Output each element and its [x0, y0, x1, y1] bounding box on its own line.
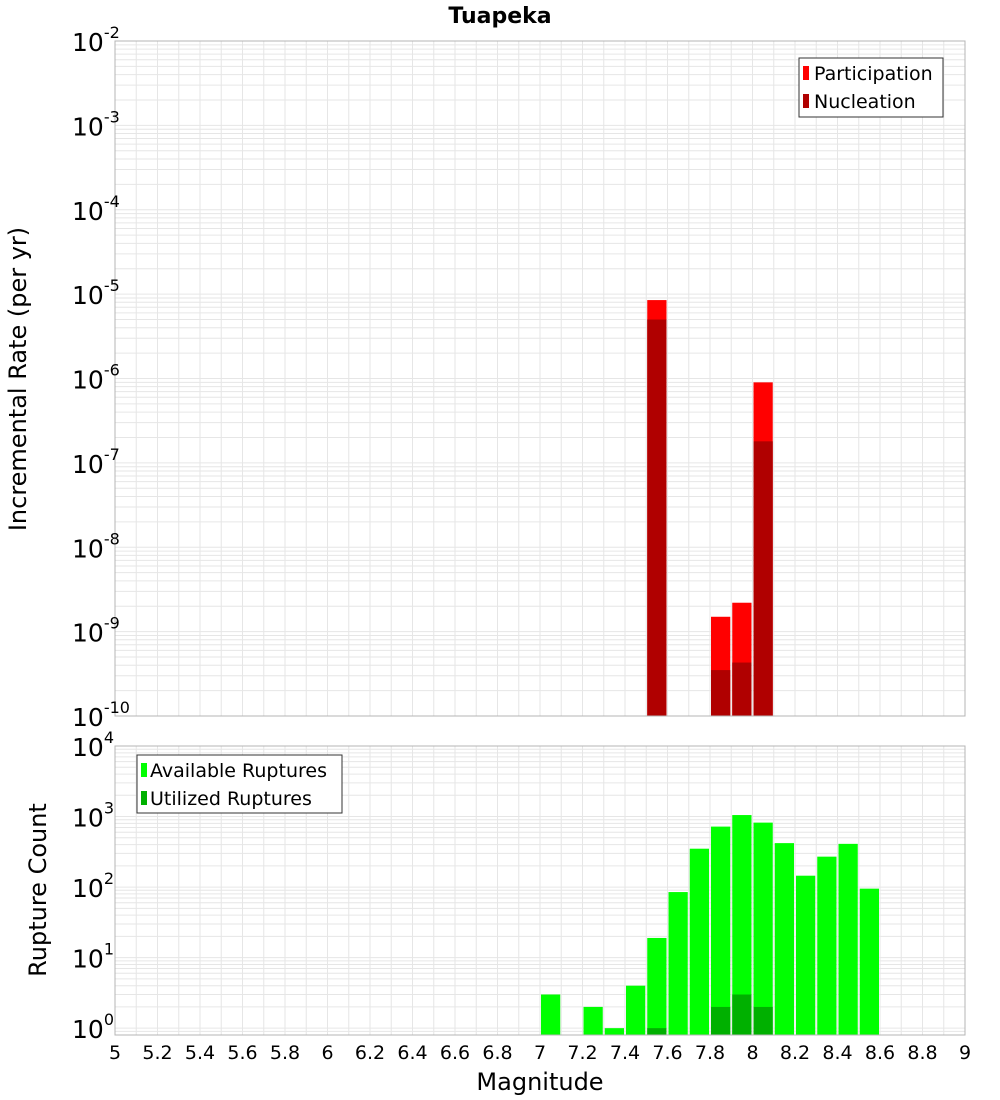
x-tick-label: 7	[534, 1042, 546, 1064]
count-bars	[541, 815, 879, 1035]
rate-y-tick-label: 10-3	[72, 107, 120, 141]
count-bar-0	[604, 1028, 624, 1035]
x-tick-label: 8.2	[780, 1042, 810, 1064]
x-tick-label: 5.6	[227, 1042, 257, 1064]
rate-y-tick-label: 10-7	[72, 445, 120, 479]
nucleation-legend-swatch	[803, 94, 809, 108]
count-bar-0	[541, 994, 561, 1035]
count-legend-box	[136, 754, 343, 814]
participation-legend-swatch	[803, 66, 809, 80]
count-bar-0	[753, 822, 773, 1035]
rate-bar-1	[753, 441, 773, 716]
utilized-legend-swatch	[141, 791, 147, 805]
count-bar-0	[647, 937, 667, 1035]
x-tick-label: 7.6	[652, 1042, 682, 1064]
rate-y-axis-label: Incremental Rate (per yr)	[4, 227, 32, 531]
count-legend: Available Ruptures Utilized Ruptures	[136, 754, 343, 814]
rate-y-tick-label: 10-4	[72, 192, 120, 226]
rate-grid	[114, 41, 966, 717]
x-tick-label: 7.8	[695, 1042, 725, 1064]
x-tick-label: 7.4	[610, 1042, 640, 1064]
count-y-ticks: 104 103 102 101 100	[72, 728, 114, 1044]
x-tick-label: 8	[746, 1042, 758, 1064]
rate-y-tick-label: 10-6	[72, 361, 120, 395]
x-tick-label: 6.2	[355, 1042, 385, 1064]
count-bar-0	[838, 843, 858, 1035]
chart-title: Tuapeka	[448, 4, 551, 29]
x-tick-label: 7.2	[567, 1042, 597, 1064]
x-tick-label: 9	[959, 1042, 971, 1064]
rate-bar-1	[647, 319, 667, 716]
x-tick-label: 5.8	[270, 1042, 300, 1064]
rate-y-tick-label: 10-5	[72, 276, 120, 310]
count-y-tick-label: 104	[72, 728, 114, 762]
rate-legend: Participation Nucleation	[798, 57, 944, 118]
rate-y-ticks: 10-2 10-3 10-4 10-5 10-6 10-7 10-8 10-9 10-10	[72, 23, 130, 732]
rate-panel: 10-2 10-3 10-4 10-5 10-6 10-7 10-8 10-9 10-10 In…	[4, 23, 966, 732]
count-bar-0	[583, 1006, 603, 1035]
count-plot-frame	[114, 745, 966, 1036]
available-legend-swatch	[141, 763, 147, 777]
x-tick-label: 8.4	[822, 1042, 852, 1064]
count-y-tick-label: 100	[72, 1010, 114, 1044]
rate-y-tick-label: 10-2	[72, 23, 120, 57]
count-panel: 104 103 102 101 100 5 5.2 5.4 5.6 5.8 6 6.2 6.4 6.6 6…	[24, 728, 971, 1096]
x-tick-label: 5.2	[142, 1042, 172, 1064]
rate-bars	[647, 300, 773, 716]
rate-bar-1	[711, 670, 731, 716]
count-y-tick-label: 103	[72, 799, 114, 833]
rate-bar-1	[732, 662, 752, 716]
available-legend-label: Available Ruptures	[150, 760, 327, 782]
count-bar-0	[711, 826, 731, 1035]
count-y-tick-label: 102	[72, 869, 114, 903]
magnitude-x-ticks: 5 5.2 5.4 5.6 5.8 6 6.2 6.4 6.6 6.8 7 7.2 7.4 7.6 7.8 8…	[109, 1042, 971, 1064]
x-tick-label: 6	[321, 1042, 333, 1064]
count-bar-1	[732, 994, 752, 1035]
participation-legend-label: Participation	[814, 63, 933, 85]
rate-plot-frame	[114, 40, 966, 717]
magnitude-x-axis-label: Magnitude	[476, 1068, 603, 1096]
x-tick-label: 8.6	[865, 1042, 895, 1064]
count-bar-0	[859, 888, 879, 1035]
count-bar-0	[817, 856, 837, 1035]
rate-legend-box	[798, 57, 944, 118]
rate-y-tick-label: 10-10	[72, 698, 130, 732]
rate-y-tick-label: 10-9	[72, 614, 120, 648]
rate-y-tick-label: 10-8	[72, 529, 120, 563]
x-tick-label: 8.8	[907, 1042, 937, 1064]
count-bar-1	[711, 1006, 731, 1035]
count-bar-0	[732, 815, 752, 1035]
x-tick-label: 6.6	[440, 1042, 470, 1064]
utilized-legend-label: Utilized Ruptures	[150, 788, 312, 810]
count-y-tick-label: 101	[72, 940, 114, 974]
count-y-axis-label: Rupture Count	[24, 803, 52, 977]
count-bar-0	[626, 985, 646, 1035]
x-tick-label: 5.4	[185, 1042, 215, 1064]
count-bar-0	[689, 848, 709, 1035]
count-bar-1	[753, 1006, 773, 1035]
x-tick-label: 5	[109, 1042, 121, 1064]
count-bar-0	[796, 875, 816, 1035]
count-bar-0	[668, 892, 688, 1035]
count-bar-0	[774, 843, 794, 1035]
x-tick-label: 6.8	[482, 1042, 512, 1064]
count-bar-1	[647, 1028, 667, 1035]
x-tick-label: 6.4	[397, 1042, 427, 1064]
nucleation-legend-label: Nucleation	[814, 91, 916, 113]
